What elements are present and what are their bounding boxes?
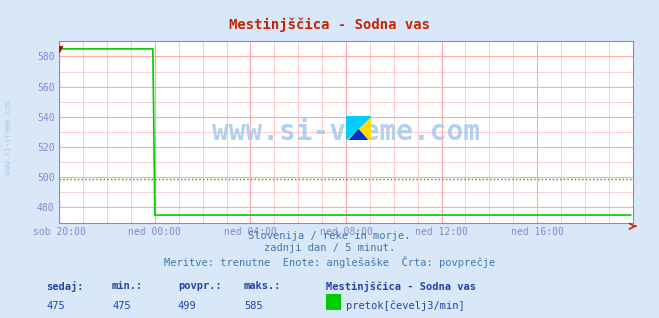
Text: pretok[čevelj3/min]: pretok[čevelj3/min] bbox=[346, 301, 465, 311]
Text: Slovenija / reke in morje.: Slovenija / reke in morje. bbox=[248, 231, 411, 240]
Text: Mestinjščica - Sodna vas: Mestinjščica - Sodna vas bbox=[326, 281, 476, 293]
Text: Meritve: trenutne  Enote: anglešaške  Črta: povprečje: Meritve: trenutne Enote: anglešaške Črta… bbox=[164, 256, 495, 268]
Text: 499: 499 bbox=[178, 301, 196, 310]
Text: min.:: min.: bbox=[112, 281, 143, 291]
Text: maks.:: maks.: bbox=[244, 281, 281, 291]
Text: zadnji dan / 5 minut.: zadnji dan / 5 minut. bbox=[264, 243, 395, 253]
Text: 475: 475 bbox=[46, 301, 65, 310]
Text: www.si-vreme.com: www.si-vreme.com bbox=[4, 100, 13, 174]
Polygon shape bbox=[346, 116, 371, 140]
Text: povpr.:: povpr.: bbox=[178, 281, 221, 291]
Text: 475: 475 bbox=[112, 301, 130, 310]
Text: www.si-vreme.com: www.si-vreme.com bbox=[212, 118, 480, 146]
Polygon shape bbox=[350, 130, 367, 140]
Polygon shape bbox=[346, 116, 371, 140]
Text: sedaj:: sedaj: bbox=[46, 281, 84, 293]
Text: 585: 585 bbox=[244, 301, 262, 310]
Text: Mestinjščica - Sodna vas: Mestinjščica - Sodna vas bbox=[229, 17, 430, 32]
